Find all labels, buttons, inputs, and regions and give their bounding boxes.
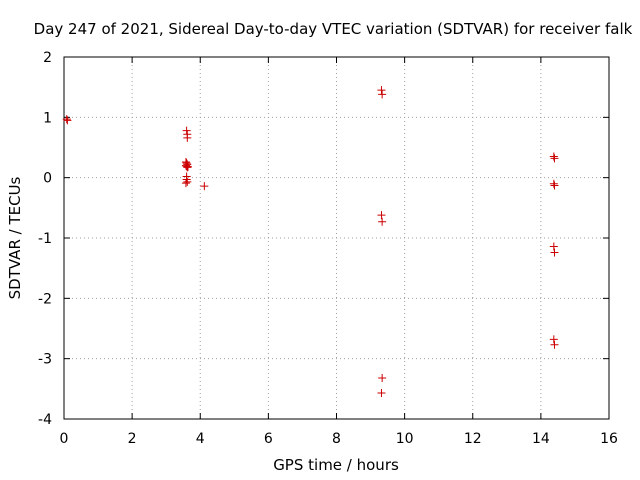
x-tick-label: 0 — [60, 431, 69, 447]
y-tick-label: 2 — [43, 50, 52, 66]
data-point — [378, 90, 387, 99]
y-tick-label: -3 — [38, 352, 52, 368]
data-point — [63, 116, 72, 125]
axis-ticks — [63, 56, 610, 420]
data-point — [378, 373, 387, 382]
data-point — [549, 242, 558, 251]
x-tick-label: 12 — [464, 431, 482, 447]
y-tick-label: 0 — [43, 171, 52, 187]
x-tick-label: 10 — [396, 431, 414, 447]
data-point — [377, 389, 386, 398]
data-point — [182, 126, 191, 135]
x-tick-label: 14 — [532, 431, 550, 447]
x-tick-label: 16 — [600, 431, 618, 447]
data-point — [183, 162, 192, 171]
data-point — [183, 177, 192, 186]
data-point — [181, 179, 190, 188]
data-point — [182, 162, 191, 171]
data-point — [200, 182, 209, 191]
data-point — [549, 179, 558, 188]
data-point — [550, 248, 559, 257]
data-point — [377, 211, 386, 220]
data-point — [183, 163, 192, 172]
data-point — [549, 335, 558, 344]
data-point — [62, 115, 71, 124]
grid — [64, 57, 609, 419]
data-point — [550, 181, 559, 190]
data-point — [183, 133, 192, 142]
data-point — [550, 154, 559, 163]
y-axis-label: SDTVAR / TECUs — [6, 176, 24, 299]
x-tick-label: 2 — [128, 431, 137, 447]
x-tick-label: 6 — [264, 431, 273, 447]
y-tick-label: 1 — [43, 110, 52, 126]
y-tick-label: -1 — [38, 231, 52, 247]
chart-title: Day 247 of 2021, Sidereal Day-to-day VTE… — [34, 20, 633, 38]
y-tick-label: -2 — [38, 291, 52, 307]
data-point — [181, 161, 190, 170]
data-point — [550, 340, 559, 349]
data-point — [378, 217, 387, 226]
x-tick-label: 4 — [196, 431, 205, 447]
x-axis-label: GPS time / hours — [273, 456, 399, 474]
data-point — [549, 152, 558, 161]
data-points — [62, 86, 559, 398]
y-tick-label: -4 — [38, 412, 52, 428]
data-point — [377, 86, 386, 95]
x-tick-label: 8 — [332, 431, 341, 447]
